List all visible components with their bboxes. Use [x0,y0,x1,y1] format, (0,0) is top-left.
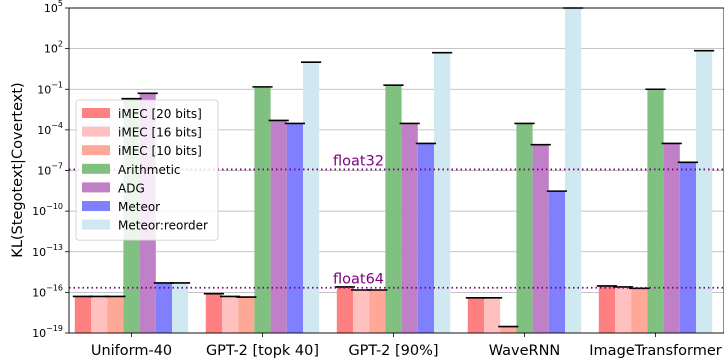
bar-imec-16-bits-wavernn [484,297,501,333]
y-tick-label: 102 [44,40,63,56]
bar-imec-16-bits-gpt-2-90 [353,289,370,333]
legend-label: Meteor:reorder [118,219,208,233]
y-tick-base: 10 [32,205,46,218]
bar-imec-10-bits-uniform-40 [107,296,124,333]
y-tick-exponent: −7 [51,162,63,171]
bar-adg-imagetransformer [663,143,680,333]
y-tick-label: 10−10 [32,202,63,218]
y-tick-label: 105 [44,0,63,15]
legend-label: Meteor [118,200,160,214]
y-tick-base: 10 [32,286,46,299]
bar-imec-16-bits-imagetransformer [615,286,632,333]
legend-label: iMEC [20 bits] [118,107,202,121]
axes [65,7,724,337]
bar-arithmetic-gpt-2-topk-40 [254,86,271,333]
legend-swatch [82,182,110,193]
y-tick-base: 10 [32,246,46,259]
y-tick-base: 10 [32,327,46,340]
y-tick-base: 10 [44,43,58,56]
bar-imec-20-bits-uniform-40 [74,296,91,333]
legend-box [75,99,219,241]
y-tick-base: 10 [37,83,51,96]
y-tick-exponent: −10 [46,202,63,211]
y-tick-label: 10−19 [32,324,63,340]
axes-frame [68,7,724,334]
y-tick-exponent: −19 [46,324,63,333]
reference-label-float64: float64 [333,272,384,288]
y-tick-exponent: −4 [51,121,63,130]
bar-meteor-reorder-wavernn [565,8,582,333]
legend-label: iMEC [16 bits] [118,126,202,140]
legend-swatch [82,219,110,230]
y-tick-exponent: −1 [51,80,63,89]
x-category-label: Uniform-40 [91,343,172,358]
legend-label: iMEC [10 bits] [118,144,202,158]
bar-meteor-reorder-imagetransformer [696,50,713,334]
bar-meteor-uniform-40 [155,282,172,333]
bar-meteor-gpt-2-90 [417,143,434,333]
y-tick-label: 10−1 [37,80,63,96]
bar-imec-20-bits-wavernn [467,297,484,333]
bar-arithmetic-wavernn [516,123,533,333]
x-category-label: GPT-2 [90%] [348,343,438,358]
bar-imec-20-bits-imagetransformer [598,285,615,333]
bar-adg-wavernn [532,144,549,333]
x-category-label: WaveRNN [489,343,561,358]
bar-meteor-reorder-uniform-40 [172,282,189,333]
bar-meteor-wavernn [548,191,565,333]
bar-imec-10-bits-gpt-2-topk-40 [238,297,255,333]
y-tick-label: 10−16 [32,283,63,299]
legend: iMEC [20 bits] iMEC [16 bits] iMEC [10 bit… [75,99,219,241]
y-tick-exponent: −13 [46,243,63,252]
y-tick-label: 10−4 [37,121,63,137]
y-tick-label: 10−13 [32,243,63,259]
x-category-label: GPT-2 [topk 40] [206,343,319,358]
y-tick-exponent: 2 [58,40,63,49]
y-tick-base: 10 [44,2,58,15]
y-tick-exponent: 5 [58,0,63,8]
x-category-labels: Uniform-40 GPT-2 [topk 40] GPT-2 [90%] Wave… [91,343,722,358]
bar-adg-gpt-2-90 [401,123,418,333]
y-tick-base: 10 [37,124,51,137]
legend-swatch [82,126,110,137]
bar-imec-10-bits-gpt-2-90 [369,289,386,333]
legend-swatch [82,145,110,156]
bar-meteor-imagetransformer [679,162,696,333]
legend-swatch [82,163,110,174]
bar-meteor-reorder-gpt-2-90 [434,52,451,333]
x-category-label: ImageTransformer [589,343,721,358]
bar-meteor-gpt-2-topk-40 [286,123,303,333]
bar-imec-16-bits-gpt-2-topk-40 [222,296,239,333]
y-axis-title: KL(Stegotext|Covertext) [10,82,26,257]
y-tick-base: 10 [37,165,51,178]
legend-swatch [82,108,110,118]
bar-arithmetic-gpt-2-90 [385,85,402,333]
bar-imec-10-bits-imagetransformer [631,288,648,333]
bar-imec-10-bits-wavernn [500,326,517,333]
legend-swatch [82,201,110,211]
bar-imec-20-bits-gpt-2-90 [336,286,353,333]
bar-adg-gpt-2-topk-40 [270,120,287,333]
bar-imec-20-bits-gpt-2-topk-40 [205,293,222,333]
y-tick-label: 10−7 [37,162,63,178]
legend-label: Arithmetic [118,163,181,177]
y-tick-exponent: −16 [46,283,63,292]
reference-label-float32: float32 [333,153,384,169]
bar-arithmetic-imagetransformer [647,89,664,333]
bar-meteor-reorder-gpt-2-topk-40 [303,62,320,334]
legend-label: ADG [118,181,145,195]
bar-imec-16-bits-uniform-40 [91,296,108,333]
